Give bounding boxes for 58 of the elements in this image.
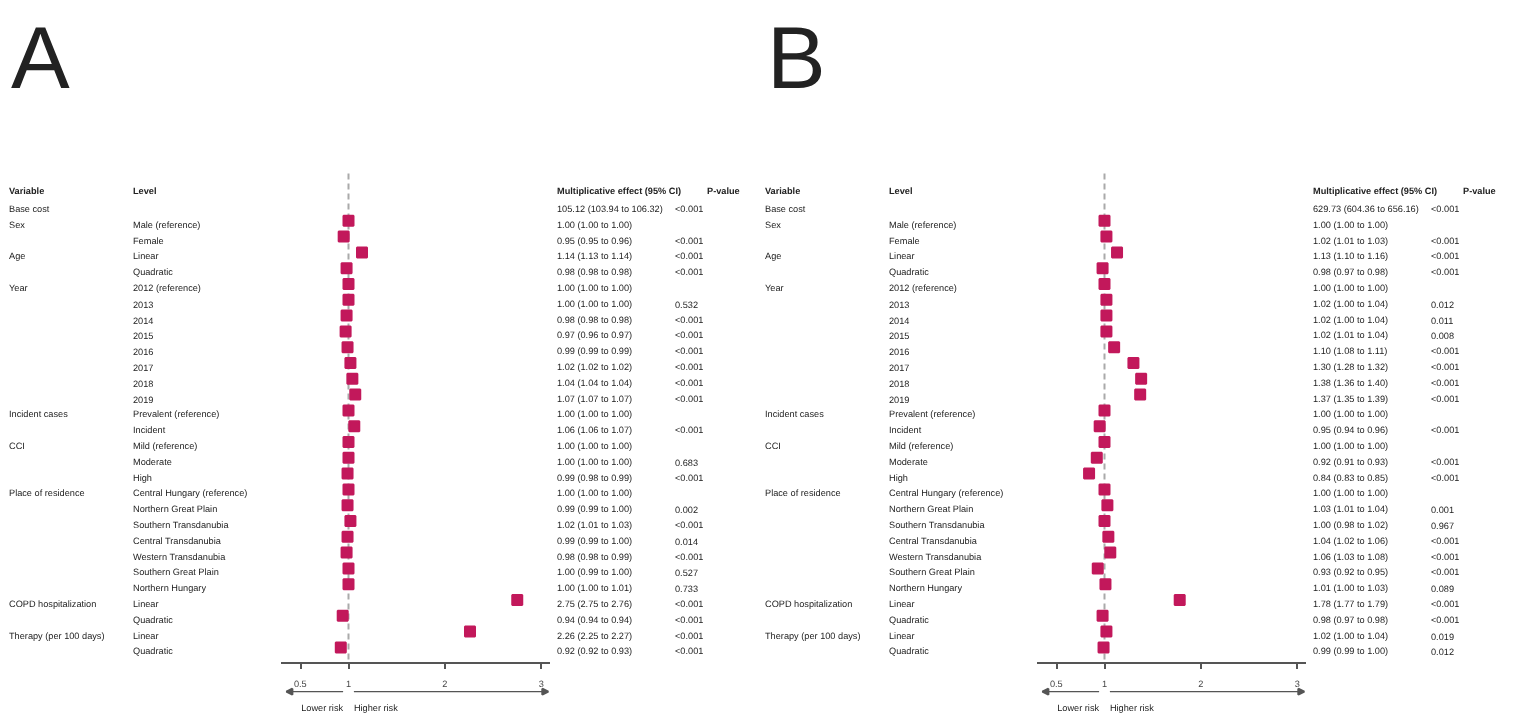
point [346, 372, 359, 385]
point [341, 467, 354, 480]
point [1100, 230, 1113, 243]
point [1083, 467, 1096, 480]
point [1104, 546, 1117, 559]
point [1096, 262, 1109, 275]
point [1100, 625, 1113, 638]
point [1091, 562, 1104, 575]
point [1100, 309, 1113, 322]
point [342, 214, 355, 227]
point [340, 309, 353, 322]
point [1135, 372, 1148, 385]
point [1098, 515, 1111, 527]
point [1108, 341, 1121, 354]
point [334, 641, 347, 654]
point [341, 530, 354, 543]
point [1102, 530, 1115, 543]
point [341, 499, 354, 512]
point [342, 578, 355, 591]
point [1098, 483, 1111, 496]
chart-title: B [767, 10, 826, 109]
point [344, 357, 357, 369]
point [1096, 609, 1109, 622]
point [349, 388, 362, 401]
point [1100, 293, 1113, 306]
point [341, 341, 354, 354]
point [342, 562, 355, 575]
point [1098, 436, 1111, 448]
point [1111, 246, 1124, 259]
point [1093, 420, 1106, 433]
point [511, 594, 524, 606]
point [1101, 499, 1114, 512]
point [342, 483, 355, 496]
point [344, 515, 357, 527]
point [339, 325, 352, 338]
point [1090, 451, 1103, 464]
point [342, 436, 355, 448]
point [337, 230, 350, 243]
point [342, 293, 355, 306]
point [1127, 357, 1140, 369]
point [342, 451, 355, 464]
point [1099, 578, 1112, 591]
point [1100, 325, 1113, 338]
point [1134, 388, 1147, 401]
point [356, 246, 368, 259]
point [348, 420, 361, 433]
point [342, 278, 355, 290]
point [340, 546, 353, 559]
point [1098, 214, 1111, 227]
point [336, 609, 349, 622]
point [1098, 278, 1111, 290]
point [1098, 404, 1111, 417]
point [340, 262, 353, 275]
point [342, 404, 355, 417]
point [1173, 594, 1186, 606]
chart-title: A [11, 10, 71, 109]
point [1097, 641, 1110, 654]
point [464, 625, 476, 638]
